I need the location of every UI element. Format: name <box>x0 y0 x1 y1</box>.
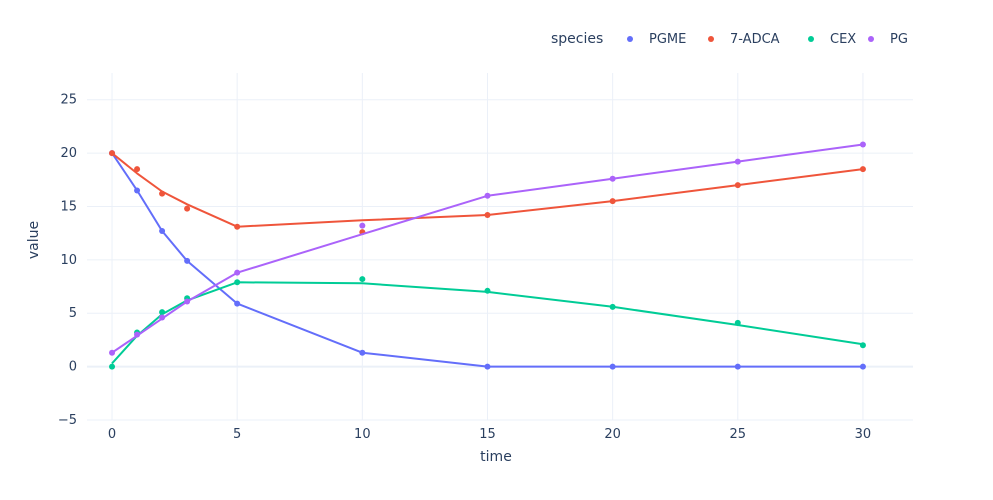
axes: 0 5 10 15 20 25 30 −5 0 5 10 15 20 25 <box>58 93 871 442</box>
data-point <box>234 269 241 276</box>
y-tick-label: −5 <box>58 413 77 428</box>
data-point <box>159 314 166 321</box>
legend-marker <box>627 36 633 42</box>
data-point <box>484 363 491 370</box>
x-axis-title: time <box>480 449 512 465</box>
data-point <box>359 222 366 229</box>
y-tick-label: 25 <box>60 93 77 108</box>
data-point <box>109 349 116 356</box>
data-point <box>609 175 616 182</box>
data-point <box>609 363 616 370</box>
legend-item[interactable]: CEX <box>808 32 856 47</box>
data-point <box>484 287 491 294</box>
series-pgme <box>109 150 866 370</box>
series-cex <box>109 276 866 370</box>
legend-label: PG <box>890 32 908 47</box>
series-line <box>111 143 864 354</box>
data-point <box>359 276 366 283</box>
y-axis-title: value <box>26 221 42 259</box>
series-pg <box>109 141 866 356</box>
legend-label: 7-ADCA <box>730 32 780 47</box>
data-point <box>734 158 741 165</box>
series-7-adca <box>109 150 866 236</box>
data-point <box>159 190 166 197</box>
y-tick-label: 15 <box>60 199 77 214</box>
y-tick-label: 10 <box>60 253 77 268</box>
data-point <box>109 363 116 370</box>
x-tick-label: 30 <box>855 427 872 442</box>
data-point <box>184 257 191 264</box>
data-point <box>859 363 866 370</box>
x-tick-label: 10 <box>354 427 371 442</box>
data-point <box>484 212 491 219</box>
legend-marker <box>868 36 874 42</box>
x-tick-label: 25 <box>730 427 747 442</box>
data-point <box>134 166 141 173</box>
data-point <box>234 300 241 307</box>
x-tick-label: 20 <box>604 427 621 442</box>
legend-marker <box>708 36 714 42</box>
data-point <box>484 192 491 199</box>
y-tick-label: 0 <box>69 360 77 375</box>
y-tick-label: 20 <box>60 146 77 161</box>
series-line <box>111 152 864 228</box>
series-line <box>111 281 864 365</box>
data-point <box>159 228 166 235</box>
data-point <box>109 150 116 157</box>
data-point <box>734 319 741 326</box>
data-point <box>359 349 366 356</box>
series-line <box>111 152 863 368</box>
data-point <box>134 187 141 194</box>
x-tick-label: 5 <box>233 427 241 442</box>
legend-title: species <box>551 31 603 47</box>
data-point <box>234 279 241 286</box>
data-point <box>184 205 191 212</box>
grid <box>87 73 913 421</box>
legend-item[interactable]: PGME <box>627 32 686 47</box>
data-point <box>184 298 191 305</box>
legend-label: PGME <box>649 32 686 47</box>
data-point <box>734 363 741 370</box>
data-point <box>609 198 616 205</box>
data-point <box>134 331 141 338</box>
y-tick-label: 5 <box>69 306 77 321</box>
data-point <box>859 342 866 349</box>
data-point <box>734 182 741 189</box>
legend[interactable]: species PGME 7-ADCA CEX PG <box>551 31 908 47</box>
x-tick-label: 0 <box>108 427 116 442</box>
data-point <box>859 141 866 148</box>
series-group <box>109 141 866 370</box>
data-point <box>159 309 166 316</box>
legend-item[interactable]: PG <box>868 32 908 47</box>
data-point <box>609 303 616 310</box>
x-tick-label: 15 <box>479 427 496 442</box>
legend-marker <box>808 36 814 42</box>
data-point <box>859 166 866 173</box>
legend-label: CEX <box>830 32 856 47</box>
data-point <box>234 223 241 230</box>
legend-item[interactable]: 7-ADCA <box>708 32 780 47</box>
